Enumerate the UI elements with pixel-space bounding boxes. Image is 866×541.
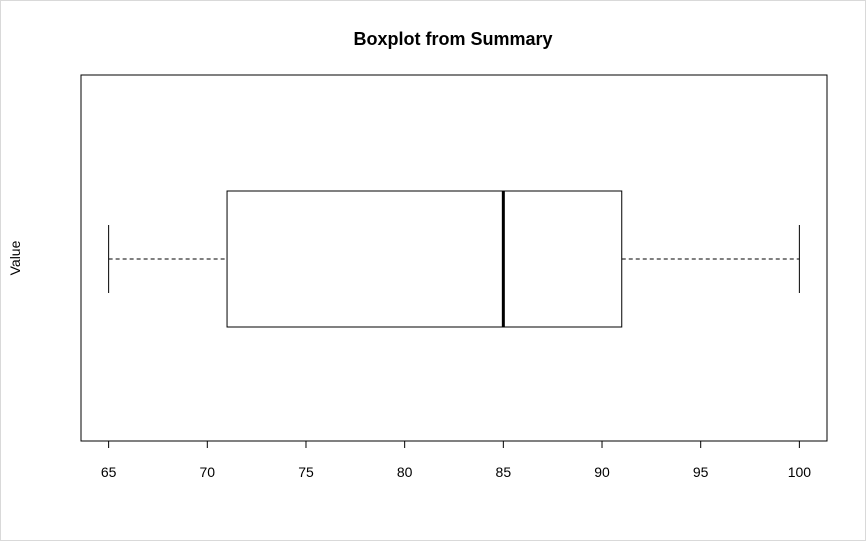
chart-title: Boxplot from Summary	[353, 29, 552, 49]
x-tick-label: 75	[298, 464, 314, 480]
x-tick-label: 100	[788, 464, 812, 480]
y-axis-label: Value	[7, 240, 23, 275]
x-tick-label: 65	[101, 464, 117, 480]
x-tick-label: 90	[594, 464, 610, 480]
iqr-box	[226, 190, 623, 328]
x-tick-label: 70	[200, 464, 216, 480]
x-axis: 65 70 75 80 85 90 95 100	[101, 440, 812, 480]
x-tick-label: 95	[693, 464, 709, 480]
x-tick-label: 85	[496, 464, 512, 480]
boxplot	[108, 190, 800, 328]
x-tick-label: 80	[397, 464, 413, 480]
